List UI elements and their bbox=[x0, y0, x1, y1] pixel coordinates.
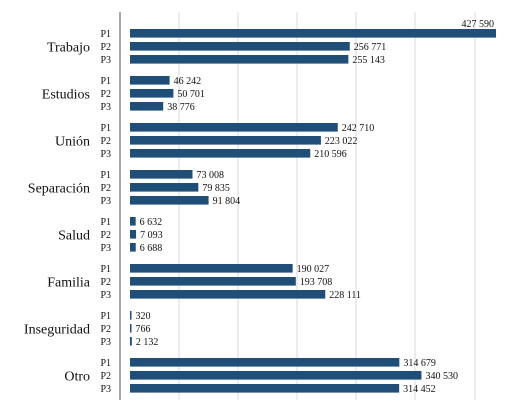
value-label: 242 710 bbox=[342, 123, 375, 134]
value-label: 73 008 bbox=[196, 170, 224, 181]
period-label: P1 bbox=[100, 29, 111, 40]
period-label: P2 bbox=[100, 89, 111, 100]
bar bbox=[130, 89, 174, 98]
bar bbox=[130, 196, 209, 205]
value-label: 255 143 bbox=[352, 55, 385, 66]
value-label: 314 679 bbox=[403, 358, 436, 369]
period-label: P3 bbox=[100, 290, 111, 301]
period-label: P3 bbox=[100, 102, 111, 113]
bar bbox=[130, 29, 496, 38]
value-label: 190 027 bbox=[297, 264, 330, 275]
bars bbox=[130, 29, 496, 393]
value-label: 314 452 bbox=[403, 384, 436, 395]
period-label: P3 bbox=[100, 337, 111, 348]
period-label: P3 bbox=[100, 196, 111, 207]
value-label: 193 708 bbox=[300, 277, 333, 288]
period-label: P1 bbox=[100, 358, 111, 369]
value-label: 320 bbox=[136, 311, 151, 322]
category-label: Inseguridad bbox=[24, 322, 90, 337]
value-label: 2 132 bbox=[136, 337, 159, 348]
value-label: 223 022 bbox=[325, 136, 358, 147]
period-label: P2 bbox=[100, 136, 111, 147]
grid-lines bbox=[178, 12, 476, 400]
bar bbox=[130, 337, 132, 346]
bar bbox=[130, 264, 293, 273]
bar bbox=[130, 277, 296, 286]
bar bbox=[130, 384, 400, 393]
period-label: P2 bbox=[100, 183, 111, 194]
bar bbox=[130, 217, 136, 226]
bar bbox=[130, 290, 326, 299]
period-label: P2 bbox=[100, 42, 111, 53]
period-label: P1 bbox=[100, 311, 111, 322]
value-label: 256 771 bbox=[354, 42, 387, 53]
bar bbox=[130, 76, 170, 85]
category-label: Salud bbox=[58, 228, 90, 243]
bar bbox=[130, 324, 132, 333]
bar bbox=[130, 170, 193, 179]
category-label: Otro bbox=[64, 369, 90, 384]
bar bbox=[130, 149, 311, 158]
period-label: P2 bbox=[100, 230, 111, 241]
bar bbox=[130, 42, 350, 51]
value-label: 38 776 bbox=[167, 102, 195, 113]
period-label: P2 bbox=[100, 277, 111, 288]
value-label: 228 111 bbox=[329, 290, 361, 301]
period-label: P2 bbox=[100, 324, 111, 335]
value-label: 46 242 bbox=[174, 76, 202, 87]
value-label: 766 bbox=[136, 324, 151, 335]
value-label: 50 701 bbox=[177, 89, 205, 100]
bar bbox=[130, 183, 199, 192]
value-label: 340 530 bbox=[425, 371, 458, 382]
period-label: P2 bbox=[100, 371, 111, 382]
labels: Trabajo P1 427 590 P2 256 771 P3 255 143 Estudi… bbox=[24, 19, 494, 395]
category-label: Trabajo bbox=[47, 40, 90, 55]
value-label: 91 804 bbox=[213, 196, 241, 207]
period-label: P3 bbox=[100, 55, 111, 66]
bar bbox=[130, 55, 349, 64]
period-label: P3 bbox=[100, 149, 111, 160]
bar bbox=[130, 371, 422, 380]
bar bbox=[130, 311, 132, 320]
bar bbox=[130, 123, 338, 132]
bar bbox=[130, 243, 136, 252]
category-label: Familia bbox=[47, 275, 91, 290]
bar bbox=[130, 136, 321, 145]
period-label: P1 bbox=[100, 170, 111, 181]
category-label: Estudios bbox=[42, 87, 90, 102]
period-label: P1 bbox=[100, 217, 111, 228]
period-label: P1 bbox=[100, 264, 111, 275]
value-label: 6 688 bbox=[140, 243, 163, 254]
period-label: P3 bbox=[100, 243, 111, 254]
category-label: Separación bbox=[28, 181, 90, 196]
period-label: P3 bbox=[100, 384, 111, 395]
value-label: 7 093 bbox=[140, 230, 163, 241]
value-label: 6 632 bbox=[140, 217, 163, 228]
value-label: 79 835 bbox=[202, 183, 230, 194]
category-label: Unión bbox=[55, 134, 90, 149]
bar bbox=[130, 358, 400, 367]
period-label: P1 bbox=[100, 123, 111, 134]
bar bbox=[130, 102, 164, 111]
bar bbox=[130, 230, 137, 239]
period-label: P1 bbox=[100, 76, 111, 87]
value-label: 427 590 bbox=[462, 19, 495, 30]
value-label: 210 596 bbox=[314, 149, 347, 160]
